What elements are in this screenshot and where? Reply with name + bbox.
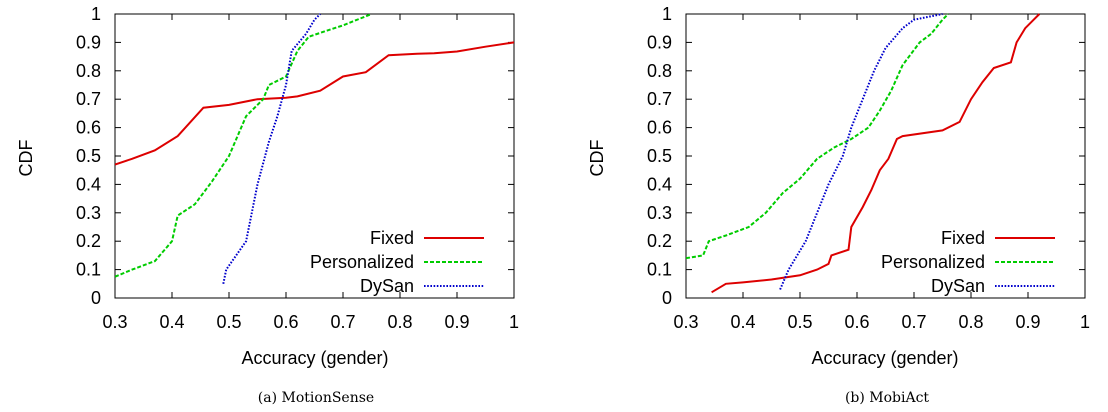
x-tick-label: 0.9 xyxy=(444,312,469,332)
x-axis-label: Accuracy (gender) xyxy=(811,348,958,368)
legend-label-fixed: Fixed xyxy=(370,228,414,248)
x-axis-label: Accuracy (gender) xyxy=(241,348,388,368)
y-tick-label: 0.5 xyxy=(76,146,101,166)
y-tick-label: 1 xyxy=(91,4,101,24)
y-tick-label: 0.6 xyxy=(647,118,672,138)
y-tick-label: 0.4 xyxy=(647,174,672,194)
legend-label-dysan: DySan xyxy=(931,276,985,296)
legend-label-personalized: Personalized xyxy=(881,252,985,272)
y-tick-label: 0.8 xyxy=(76,61,101,81)
figure-caption: (b) MobiAct xyxy=(845,390,929,406)
series-line-dysan xyxy=(222,13,321,285)
legend-label-dysan: DySan xyxy=(360,276,414,296)
y-tick-label: 0 xyxy=(91,288,101,308)
y-tick-label: 0.6 xyxy=(76,118,101,138)
x-tick-label: 1 xyxy=(1080,312,1090,332)
series-line-fixed xyxy=(115,41,514,166)
x-tick-label: 0.4 xyxy=(159,312,184,332)
y-tick-label: 0.2 xyxy=(76,231,101,251)
legend-label-fixed: Fixed xyxy=(941,228,985,248)
x-tick-label: 0.4 xyxy=(730,312,755,332)
y-tick-label: 0 xyxy=(662,288,672,308)
y-tick-label: 0.4 xyxy=(76,174,101,194)
x-tick-label: 0.7 xyxy=(901,312,926,332)
y-axis-label: CDF xyxy=(16,140,36,177)
y-tick-label: 0.1 xyxy=(647,260,672,280)
y-tick-label: 1 xyxy=(662,4,672,24)
y-tick-label: 0.8 xyxy=(647,61,672,81)
series-line-dysan xyxy=(779,13,943,290)
y-tick-label: 0.5 xyxy=(647,146,672,166)
x-tick-label: 1 xyxy=(509,312,519,332)
chart-panel-motionsense: 0.3 0.4 0.5 0.6 0.7 0.8 0.9 1 0 0.1 0.2 0.3 0.4 0.5 0.… xyxy=(16,4,519,406)
y-tick-label: 0.9 xyxy=(647,32,672,52)
y-tick-label: 0.7 xyxy=(76,89,101,109)
y-tick-label: 0.9 xyxy=(76,32,101,52)
series-line-personalized xyxy=(686,13,949,260)
y-axis-label: CDF xyxy=(587,140,607,177)
y-tick-label: 0.3 xyxy=(76,203,101,223)
x-tick-label: 0.5 xyxy=(216,312,241,332)
figure-caption: (a) MotionSense xyxy=(258,390,374,406)
series-line-personalized xyxy=(115,13,372,278)
x-tick-label: 0.6 xyxy=(273,312,298,332)
y-tick-label: 0.1 xyxy=(76,260,101,280)
x-tick-label: 0.6 xyxy=(844,312,869,332)
y-tick-label: 0.2 xyxy=(647,231,672,251)
legend-label-personalized: Personalized xyxy=(310,252,414,272)
x-tick-label: 0.3 xyxy=(102,312,127,332)
chart-panel-mobiact: 0.3 0.4 0.5 0.6 0.7 0.8 0.9 1 0 0.1 0.2 0.3 0.4 0.5 0.… xyxy=(587,4,1090,406)
y-tick-label: 0.7 xyxy=(647,89,672,109)
series-line-fixed xyxy=(711,13,1041,294)
x-tick-label: 0.9 xyxy=(1015,312,1040,332)
y-tick-label: 0.3 xyxy=(647,203,672,223)
x-tick-label: 0.3 xyxy=(673,312,698,332)
x-tick-label: 0.5 xyxy=(787,312,812,332)
x-tick-label: 0.8 xyxy=(958,312,983,332)
x-tick-label: 0.7 xyxy=(330,312,355,332)
x-tick-label: 0.8 xyxy=(387,312,412,332)
